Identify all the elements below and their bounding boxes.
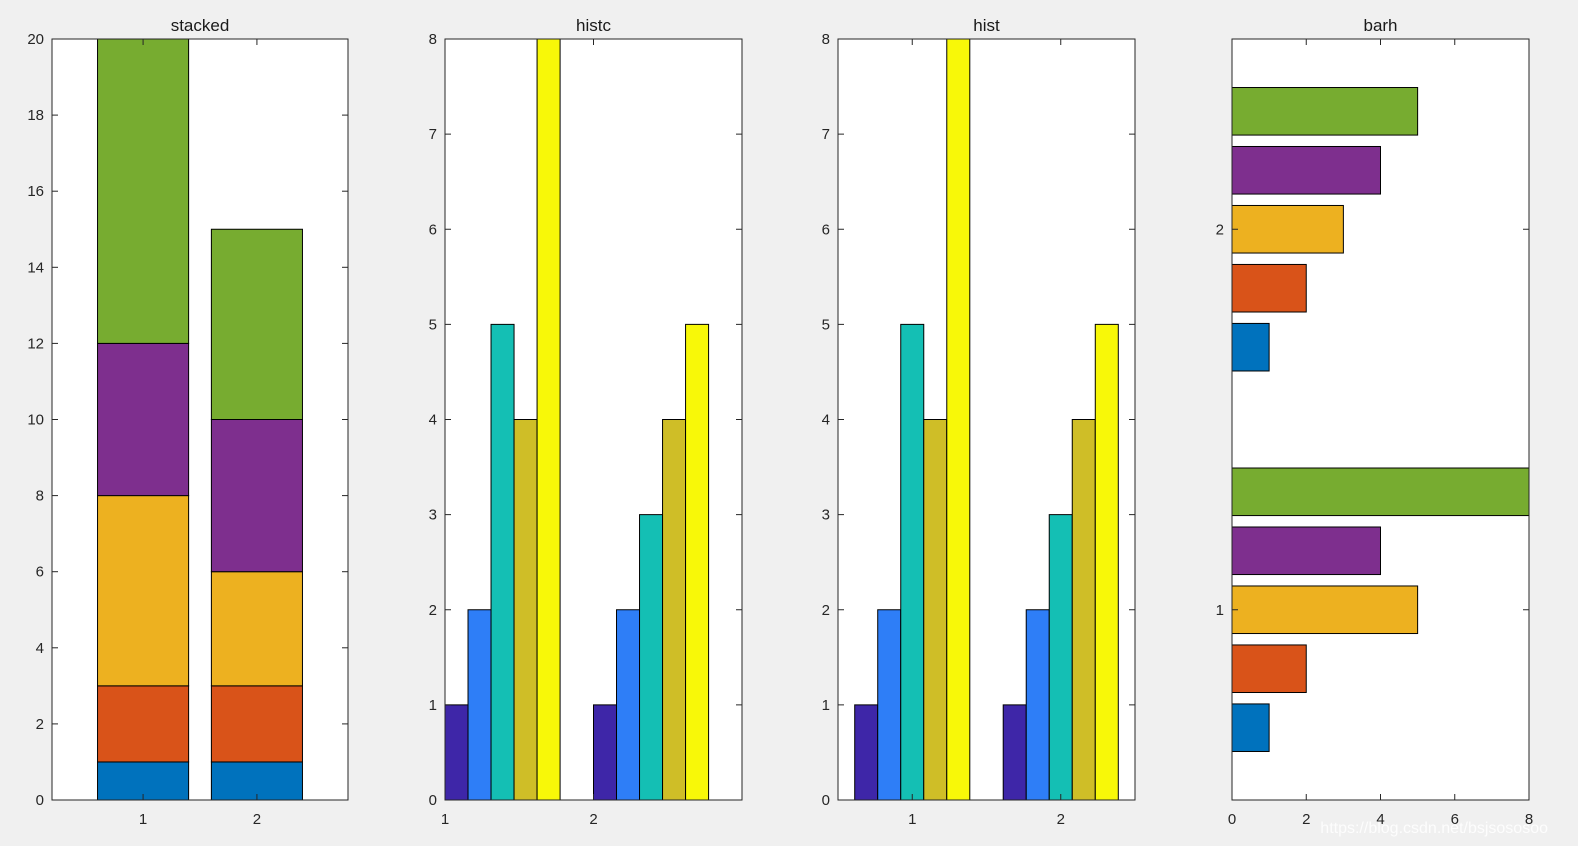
x-tick-label: 2 [1057,811,1065,828]
watermark: https://blog.csdn.net/bsjsososoo [1320,820,1548,837]
x-tick-label: 2 [253,811,261,828]
grouped-bar [1094,323,1119,801]
grouped-bar [513,419,538,801]
y-tick-label: 18 [27,107,44,124]
horizontal-bar [1231,703,1270,752]
y-tick-label: 2 [429,602,437,619]
y-tick-label: 6 [36,564,44,581]
y-tick-label: 16 [27,183,44,200]
y-tick-label: 8 [429,31,437,48]
stacked-bar-segment [210,419,303,573]
y-tick-label: 8 [36,488,44,505]
y-tick-label: 12 [27,335,44,352]
grouped-bar [1071,419,1096,801]
y-tick-label: 2 [36,716,44,733]
y-tick-label: 4 [36,640,44,657]
grouped-bar [444,704,469,801]
horizontal-bar [1231,322,1270,372]
y-tick-label: 3 [822,507,830,524]
grouped-bar [662,419,687,801]
stacked-bar-segment [97,342,190,497]
grouped-bar [1048,514,1073,801]
chart-title: hist [973,16,1000,35]
horizontal-bar [1231,585,1419,635]
y-tick-label: 10 [27,412,44,429]
grouped-bar [467,609,492,801]
stacked-bar-segment [210,228,303,420]
stacked-bar-segment [210,685,303,763]
grouped-bar [1025,609,1050,801]
x-tick-label: 1 [139,811,147,828]
horizontal-bar [1231,87,1419,136]
stacked-bar-segment [97,685,190,763]
y-tick-label: 20 [27,31,44,48]
y-tick-label: 2 [822,602,830,619]
horizontal-bar [1231,263,1307,313]
axes-background [52,39,348,800]
chart-title: histc [576,16,611,35]
x-tick-label: 6 [1451,811,1459,828]
grouped-bar [593,704,618,801]
chart-title: stacked [171,16,230,35]
stacked-bar-segment [97,495,190,687]
y-tick-label: 7 [822,126,830,143]
horizontal-bar [1231,526,1381,576]
hist-bar-panel: hist 0 1 2 3 4 5 6 7 8 1 2 [822,16,1136,828]
grouped-bar [1002,704,1027,801]
y-tick-label: 14 [27,259,44,276]
horizontal-bar [1231,204,1344,254]
grouped-bar [900,323,925,801]
grouped-bar [877,609,902,801]
stacked-bar-segment [210,571,303,687]
grouped-bar [639,514,664,801]
y-tick-label: 7 [429,126,437,143]
grouped-bar [490,323,515,801]
barh-panel: barh 1 2 0 2 4 6 8 [1216,16,1534,828]
chart-title: barh [1363,16,1397,35]
grouped-bar [923,419,948,801]
x-tick-label: 2 [589,811,597,828]
y-tick-label: 3 [429,507,437,524]
grouped-bar [685,323,710,801]
y-tick-label: 0 [822,792,830,809]
x-tick-label: 0 [1228,811,1236,828]
grouped-bar [854,704,879,801]
y-tick-label: 6 [429,221,437,238]
x-tick-label: 1 [908,811,916,828]
y-tick-label: 2 [1216,221,1224,238]
x-tick-label: 8 [1525,811,1533,828]
y-tick-label: 4 [822,412,830,429]
horizontal-bar [1231,467,1530,517]
x-tick-label: 4 [1376,811,1384,828]
x-tick-label: 2 [1302,811,1310,828]
y-tick-label: 1 [429,697,437,714]
horizontal-bar [1231,644,1307,694]
y-tick-label: 5 [429,316,437,333]
horizontal-bar [1231,145,1381,195]
grouped-bar [536,38,561,801]
stacked-bar-segment [97,761,190,801]
y-tick-label: 5 [822,316,830,333]
stacked-bar-segment [97,38,190,344]
y-tick-label: 1 [822,697,830,714]
y-tick-label: 1 [1216,602,1224,619]
y-tick-label: 0 [429,792,437,809]
y-tick-label: 4 [429,412,437,429]
x-tick-label: 1 [441,811,449,828]
grouped-bar [946,38,971,801]
y-tick-label: 8 [822,31,830,48]
y-tick-label: 0 [36,792,44,809]
y-tick-label: 6 [822,221,830,238]
grouped-bar [616,609,641,801]
